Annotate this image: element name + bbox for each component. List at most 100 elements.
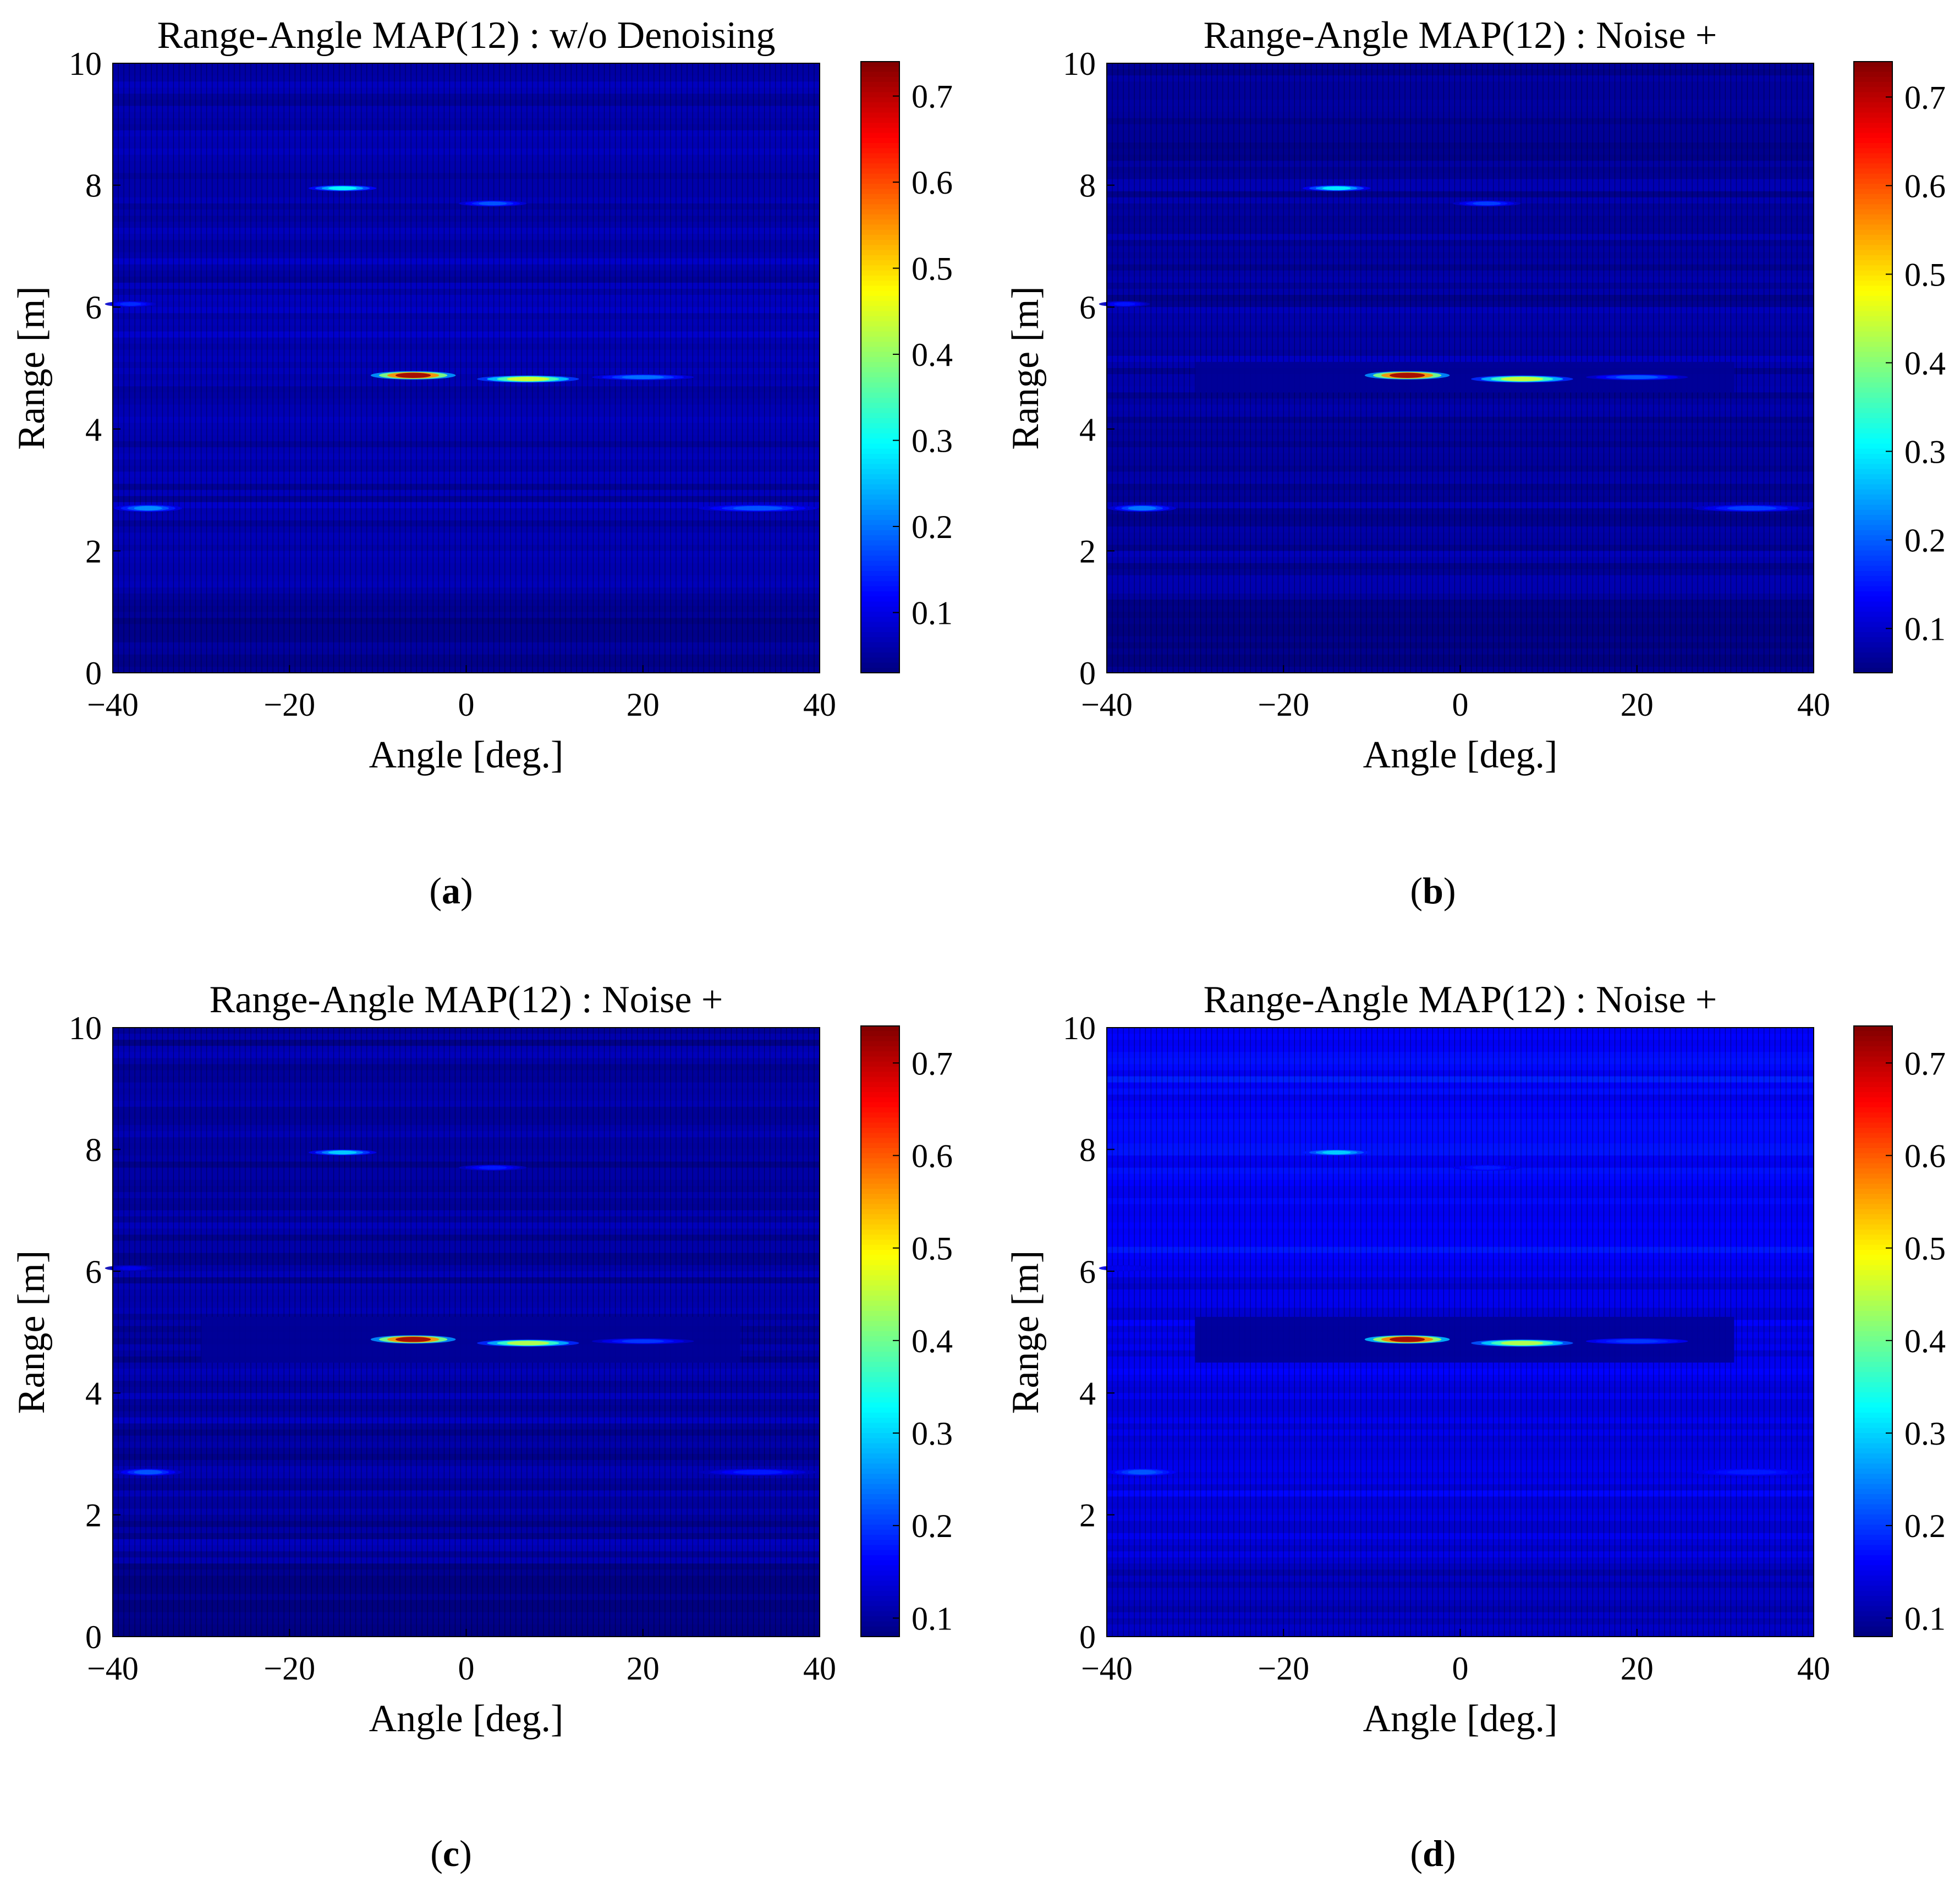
heatmap-band <box>113 1149 820 1156</box>
heatmap-band <box>1107 209 1814 216</box>
colorbar-segment <box>861 606 899 612</box>
colorbar-segment <box>861 1540 899 1546</box>
colorbar-segment <box>861 1122 899 1128</box>
colorbar-segment <box>1854 1234 1892 1241</box>
heatmap-hotspot <box>1364 371 1450 380</box>
colorbar-segment <box>1854 331 1892 337</box>
colorbar-segment <box>861 576 899 582</box>
colorbar-segment <box>1854 1428 1892 1434</box>
heatmap-band <box>1107 1478 1814 1485</box>
colorbar-segment <box>861 1250 899 1256</box>
colorbar-segment <box>1854 596 1892 602</box>
heatmap-hotspot <box>1452 200 1521 207</box>
chart-panel-d: −40 −20 0 20 40 0 2 4 6 8 10 Range-Angle MAP(12) : … <box>1004 979 1946 1740</box>
colorbar-segment <box>1854 1499 1892 1505</box>
colorbar-segment <box>1854 1230 1892 1236</box>
heatmap-band <box>1107 100 1814 107</box>
colorbar-segment <box>861 453 899 459</box>
colorbar-segment <box>1854 1072 1892 1078</box>
heatmap-band <box>113 1594 820 1601</box>
heatmap-band <box>1107 222 1814 228</box>
hotspot-layer <box>134 506 162 511</box>
colorbar-segment <box>1854 1148 1892 1154</box>
colorbar-segment <box>1854 1524 1892 1530</box>
colorbar-segment <box>861 67 899 73</box>
colorbar-tick-label: 0.5 <box>912 1231 953 1267</box>
heatmap-band <box>1107 1173 1814 1181</box>
heatmap-band <box>113 1302 820 1308</box>
hotspot-layer <box>1128 506 1156 511</box>
colorbar-segment <box>861 1453 899 1459</box>
colorbar-segment <box>861 545 899 551</box>
colorbar-segment <box>861 1189 899 1195</box>
heatmap-band <box>1107 1527 1814 1534</box>
heatmap-band <box>113 124 820 131</box>
colorbar-segment <box>861 464 899 470</box>
colorbar-segment <box>1854 250 1892 256</box>
heatmap-band <box>113 1606 820 1613</box>
colorbar-segment <box>861 1326 899 1332</box>
heatmap-band <box>113 636 820 643</box>
hotspot-layer <box>1128 1470 1156 1475</box>
colorbar-segment <box>861 356 899 363</box>
heatmap-band <box>113 1247 820 1254</box>
heatmap-band <box>1107 1459 1814 1467</box>
colorbar-segment <box>1854 178 1892 184</box>
heatmap-band <box>1107 1588 1814 1595</box>
colorbar-segment <box>861 494 899 501</box>
colorbar-segment <box>861 1626 899 1632</box>
heatmap-hotspot <box>1108 504 1177 512</box>
colorbar-segment <box>1854 117 1892 123</box>
heatmap-band <box>1107 185 1814 192</box>
colorbar-segment <box>861 418 899 424</box>
colorbar-segment <box>1854 1372 1892 1378</box>
colorbar-segment <box>1854 1570 1892 1576</box>
colorbar-segment <box>1854 102 1892 108</box>
colorbar-segment <box>1854 1458 1892 1464</box>
heatmap-band <box>113 1576 820 1582</box>
colorbar-segment <box>861 1509 899 1515</box>
colorbar-segment <box>1854 1117 1892 1123</box>
colorbar-segment <box>861 1601 899 1607</box>
heatmap-hotspot <box>477 1339 579 1347</box>
heatmap-band <box>113 1429 820 1436</box>
heatmap-hotspot <box>370 1335 456 1344</box>
colorbar-segment <box>861 438 899 444</box>
y-tick-label: 2 <box>85 1497 102 1534</box>
x-axis-label: Angle [deg.] <box>369 734 564 776</box>
heatmap-band <box>1107 1088 1814 1095</box>
colorbar-segment <box>861 275 899 281</box>
colorbar-segment <box>861 1494 899 1500</box>
colorbar-segment <box>861 214 899 220</box>
y-tick-label: 6 <box>1079 1254 1096 1290</box>
heatmap-band <box>1107 234 1814 240</box>
heatmap-band <box>113 447 820 454</box>
colorbar-segment <box>861 295 899 301</box>
colorbar-segment <box>1854 199 1892 205</box>
colorbar-segment <box>1854 153 1892 159</box>
heatmap-band <box>113 398 820 405</box>
heatmap-band <box>1107 1472 1814 1479</box>
colorbar-segment <box>861 382 899 388</box>
heatmap-band <box>1107 416 1814 424</box>
colorbar-segment <box>861 1158 899 1164</box>
heatmap-band <box>1107 465 1814 472</box>
colorbar-segment <box>1854 286 1892 292</box>
colorbar-segment <box>1854 1626 1892 1632</box>
heatmap-band <box>113 1241 820 1248</box>
colorbar-segment <box>861 219 899 226</box>
heatmap-band <box>1107 307 1814 314</box>
colorbar-segment <box>1854 1489 1892 1495</box>
heatmap-band <box>113 301 820 308</box>
heatmap-band <box>113 502 820 509</box>
colorbar-segment <box>861 1138 899 1144</box>
y-tick-label: 6 <box>1079 289 1096 326</box>
heatmap-band <box>113 1441 820 1448</box>
heatmap-band <box>113 374 820 381</box>
heatmap-band <box>1107 1296 1814 1302</box>
heatmap-hotspot <box>370 371 456 380</box>
heatmap-band <box>113 173 820 180</box>
colorbar-segment <box>1854 535 1892 541</box>
heatmap-hotspot <box>105 301 156 308</box>
colorbar-tick-label: 0.4 <box>1904 345 1946 381</box>
